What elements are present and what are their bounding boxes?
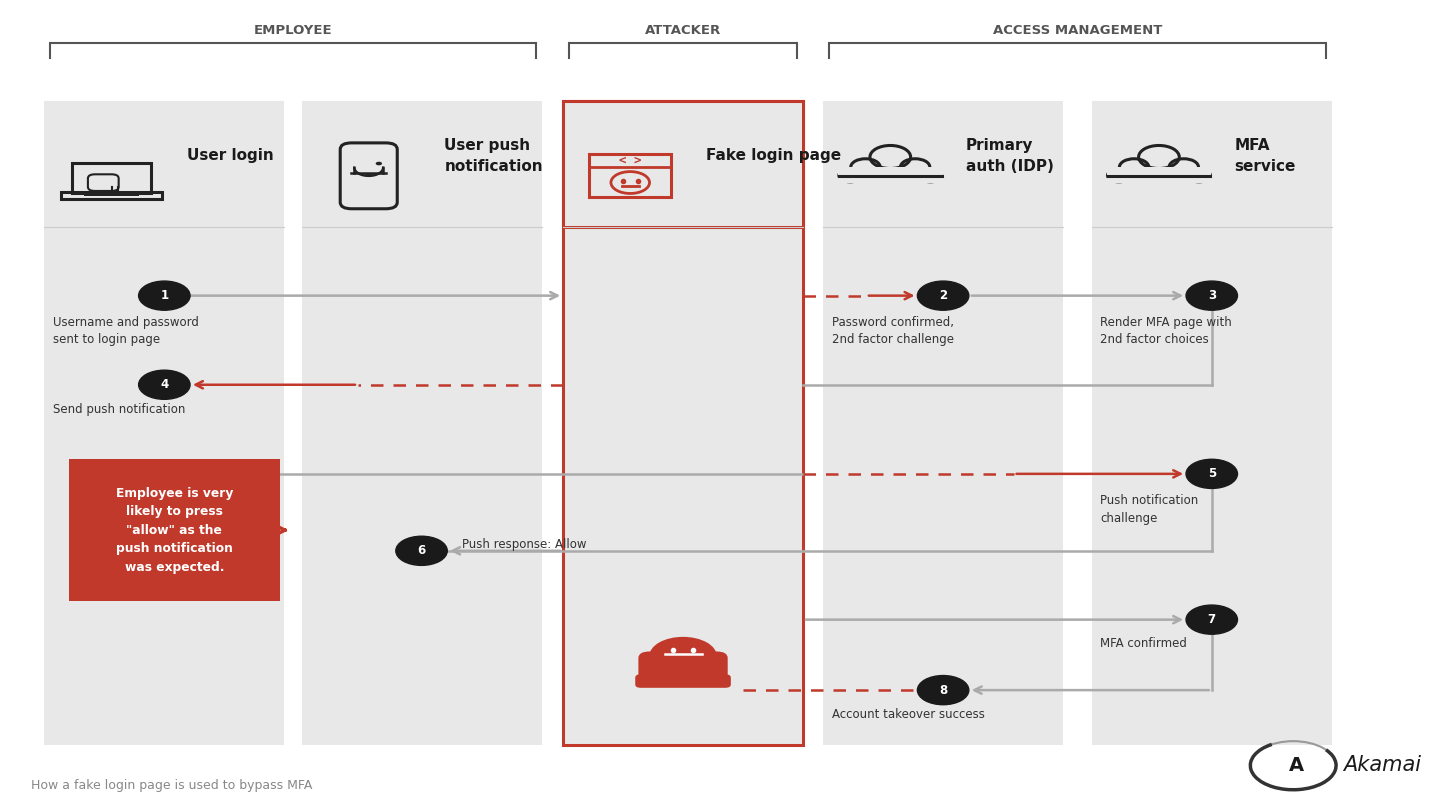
Text: Akamai: Akamai bbox=[1344, 756, 1421, 775]
Circle shape bbox=[917, 281, 969, 310]
Circle shape bbox=[1188, 169, 1211, 181]
Bar bbox=[45, 101, 284, 745]
Text: MFA
service: MFA service bbox=[1234, 139, 1296, 173]
Circle shape bbox=[1119, 159, 1149, 176]
Circle shape bbox=[851, 159, 880, 176]
Text: Fake login page: Fake login page bbox=[706, 148, 841, 164]
Text: Password confirmed,
2nd factor challenge: Password confirmed, 2nd factor challenge bbox=[832, 316, 953, 347]
Circle shape bbox=[1169, 159, 1198, 176]
Text: User push
notification: User push notification bbox=[445, 139, 543, 173]
Text: Primary
auth (IDP): Primary auth (IDP) bbox=[966, 139, 1054, 173]
Text: 2: 2 bbox=[939, 289, 948, 302]
Text: < >: < > bbox=[619, 154, 641, 167]
Circle shape bbox=[870, 146, 910, 168]
Circle shape bbox=[840, 169, 861, 181]
Circle shape bbox=[1139, 146, 1179, 168]
Circle shape bbox=[376, 162, 382, 165]
Circle shape bbox=[649, 637, 717, 675]
Bar bbox=[589, 155, 671, 197]
Bar bbox=[72, 163, 151, 193]
Text: Push response: Allow: Push response: Allow bbox=[462, 538, 586, 551]
Circle shape bbox=[138, 281, 190, 310]
Bar bbox=[1092, 101, 1332, 227]
Text: Send push notification: Send push notification bbox=[53, 403, 186, 416]
Bar bbox=[1092, 101, 1332, 745]
Text: Username and password
sent to login page: Username and password sent to login page bbox=[53, 316, 199, 347]
Text: 6: 6 bbox=[418, 544, 426, 557]
Text: Account takeover success: Account takeover success bbox=[832, 708, 985, 721]
Text: Render MFA page with
2nd factor choices: Render MFA page with 2nd factor choices bbox=[1100, 316, 1233, 347]
FancyBboxPatch shape bbox=[635, 674, 732, 688]
Circle shape bbox=[366, 173, 372, 177]
Bar bbox=[563, 101, 804, 227]
Text: Push notification
challenge: Push notification challenge bbox=[1100, 494, 1198, 525]
Text: 7: 7 bbox=[1208, 613, 1215, 626]
Text: MFA confirmed: MFA confirmed bbox=[1100, 637, 1187, 650]
Text: 5: 5 bbox=[1208, 467, 1215, 480]
Circle shape bbox=[917, 676, 969, 705]
Bar bbox=[824, 101, 1063, 745]
Text: ATTACKER: ATTACKER bbox=[645, 24, 721, 37]
Text: EMPLOYEE: EMPLOYEE bbox=[253, 24, 333, 37]
Text: How a fake login page is used to bypass MFA: How a fake login page is used to bypass … bbox=[32, 779, 312, 792]
Bar bbox=[1107, 168, 1211, 183]
Circle shape bbox=[138, 370, 190, 399]
Text: 1: 1 bbox=[160, 289, 168, 302]
Bar bbox=[60, 193, 161, 198]
Circle shape bbox=[1187, 605, 1237, 634]
Circle shape bbox=[396, 536, 448, 565]
Text: 8: 8 bbox=[939, 684, 948, 697]
Circle shape bbox=[1187, 281, 1237, 310]
Bar bbox=[45, 101, 284, 227]
FancyBboxPatch shape bbox=[638, 651, 727, 684]
Text: 3: 3 bbox=[1208, 289, 1215, 302]
Bar bbox=[84, 193, 140, 196]
Circle shape bbox=[919, 169, 942, 181]
Bar bbox=[301, 101, 541, 227]
Bar bbox=[838, 168, 943, 183]
Text: User login: User login bbox=[187, 148, 274, 164]
Text: 4: 4 bbox=[160, 378, 168, 391]
Text: ACCESS MANAGEMENT: ACCESS MANAGEMENT bbox=[992, 24, 1162, 37]
Text: Employee is very
likely to press
"allow" as the
push notification
was expected.: Employee is very likely to press "allow"… bbox=[115, 487, 233, 573]
Bar bbox=[563, 101, 804, 745]
Circle shape bbox=[1107, 169, 1130, 181]
Text: A: A bbox=[1289, 756, 1303, 775]
Circle shape bbox=[1187, 459, 1237, 488]
Bar bbox=[301, 101, 541, 745]
Circle shape bbox=[900, 159, 930, 176]
Bar bbox=[69, 459, 279, 601]
Bar bbox=[824, 101, 1063, 227]
